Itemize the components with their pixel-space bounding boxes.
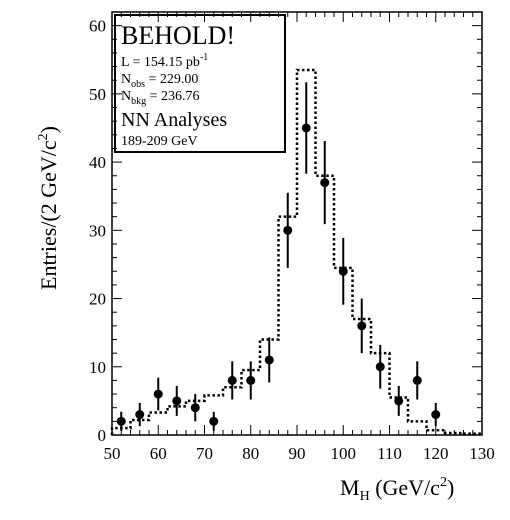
data-point <box>394 385 404 416</box>
data-point <box>283 192 293 268</box>
data-point <box>264 337 274 383</box>
point-marker <box>135 410 145 420</box>
data-point <box>320 140 330 225</box>
data-point <box>135 402 145 427</box>
point-marker <box>209 416 219 426</box>
y-axis-title: Entries/(2 GeV/c2) <box>36 126 61 290</box>
y-tick-label: 50 <box>89 85 106 104</box>
y-tick-label: 30 <box>89 221 106 240</box>
x-axis-title: MH (GeV/c2) <box>340 475 454 504</box>
data-point <box>338 237 348 305</box>
point-marker <box>375 362 385 372</box>
data-point <box>246 361 256 400</box>
point-marker <box>412 375 422 385</box>
point-marker <box>338 266 348 276</box>
point-marker <box>264 355 274 365</box>
background-step-line <box>110 68 482 435</box>
point-marker <box>283 225 293 235</box>
data-point <box>209 411 219 431</box>
data-point <box>357 298 367 354</box>
x-tick-label: 80 <box>242 444 259 463</box>
background-histogram <box>110 68 482 435</box>
axis-ticks: 50 60 70 80 90 100 110 120 130 0 10 20 30 40 50 60 <box>89 11 495 463</box>
legend-analysis: NN Analyses <box>121 109 227 131</box>
y-tick-label: 10 <box>89 358 106 377</box>
x-tick-label: 110 <box>377 444 402 463</box>
point-marker <box>246 375 256 385</box>
point-marker <box>116 416 126 426</box>
legend-luminosity: L = 154.15 pb-1 <box>121 52 208 70</box>
y-tick-label: 0 <box>98 426 107 445</box>
point-marker <box>431 410 441 420</box>
x-tick-label: 50 <box>104 444 121 463</box>
point-marker <box>172 396 182 406</box>
x-tick-label: 130 <box>469 444 495 463</box>
x-tick-label: 60 <box>150 444 167 463</box>
data-point <box>116 411 126 431</box>
legend-n-observed: Nobs = 229.00 <box>121 72 198 90</box>
legend-n-background: Nbkg = 236.76 <box>121 89 200 107</box>
point-marker <box>394 396 404 406</box>
data-point <box>190 394 200 422</box>
data-point <box>301 82 311 174</box>
legend-energy-range: 189-209 GeV <box>121 134 198 149</box>
legend-title: BEHOLD! <box>121 21 235 50</box>
data-point <box>153 377 163 411</box>
y-tick-label: 40 <box>89 153 106 172</box>
point-marker <box>320 178 330 188</box>
data-point <box>431 402 441 427</box>
y-tick-label: 60 <box>89 17 106 36</box>
data-point <box>412 361 422 400</box>
x-tick-label: 90 <box>289 444 306 463</box>
point-marker <box>301 123 311 133</box>
legend-box <box>114 14 286 153</box>
x-tick-label: 70 <box>196 444 213 463</box>
data-points <box>116 82 441 431</box>
point-marker <box>153 389 163 399</box>
data-point <box>375 344 385 389</box>
data-point <box>227 361 237 400</box>
data-point <box>172 385 182 416</box>
x-tick-label: 100 <box>331 444 357 463</box>
point-marker <box>190 403 200 413</box>
point-marker <box>227 375 237 385</box>
y-tick-label: 20 <box>89 290 106 309</box>
point-marker <box>357 321 367 331</box>
x-tick-label: 120 <box>423 444 449 463</box>
